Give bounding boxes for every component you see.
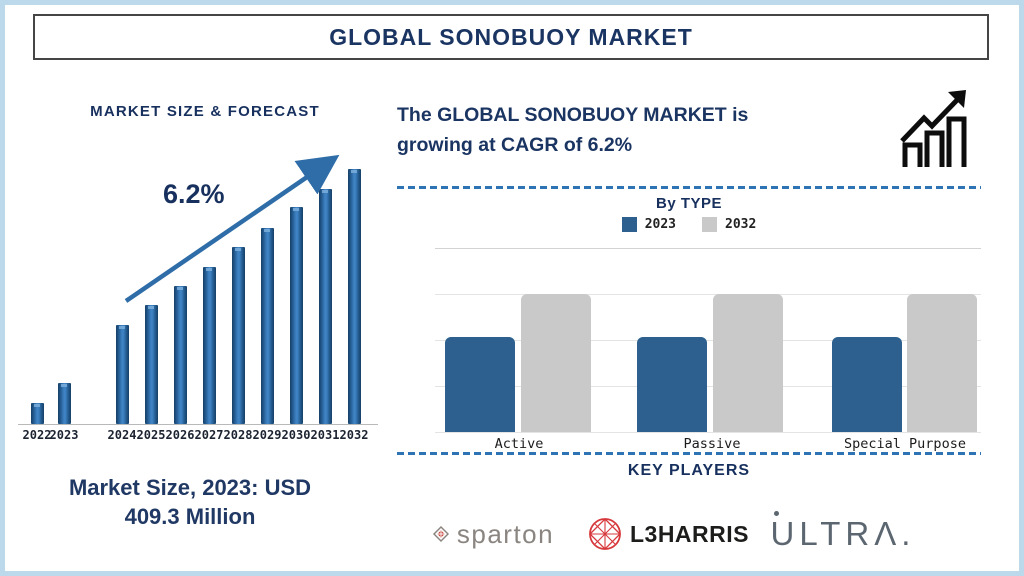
market-size-note: Market Size, 2023: USD 409.3 Million [30,473,350,531]
divider-top [397,186,981,189]
sparton-logo-text: sparton [456,518,555,549]
forecast-tick-2031: 2031 [310,428,340,442]
forecast-tick-2026: 2026 [165,428,195,442]
forecast-bar-2022 [30,403,44,424]
bytype-legend: 2023 2032 [397,217,981,232]
divider-bottom [397,452,981,455]
forecast-bar-2032 [347,169,361,424]
bytype-bar-2032-passive [713,294,783,432]
forecast-tick-2032: 2032 [339,428,369,442]
forecast-tick-2022: 2022 [22,428,52,442]
l3harris-logo-text: L3HARRIS [629,520,749,547]
bytype-bar-2023-active [445,337,515,432]
bytype-gridline [435,340,981,341]
bytype-bar-2023-special-purpose [832,337,902,432]
forecast-bar-2026 [173,286,187,424]
legend-label-2032: 2032 [725,217,757,232]
forecast-bar-2023 [57,383,71,424]
bytype-gridline [435,294,981,295]
forecast-tick-2030: 2030 [281,428,311,442]
bytype-gridline [435,386,981,387]
forecast-bar-2029 [260,228,274,424]
forecast-tick-2029: 2029 [252,428,282,442]
bytype-category-label: Special Purpose [844,436,966,452]
market-size-line1: Market Size, 2023: USD [68,475,312,500]
forecast-chart-title: MARKET SIZE & FORECAST [90,103,320,120]
bytype-gridline [435,432,981,433]
forecast-bar-2031 [318,189,332,424]
forecast-bar-2024 [115,325,129,424]
forecast-tick-2025: 2025 [136,428,166,442]
key-players-title: KEY PLAYERS [627,462,751,479]
bytype-category-label: Passive [683,436,741,452]
legend-swatch-2032 [702,217,717,232]
bytype-category-label: Active [494,436,544,452]
legend-label-2023: 2023 [644,217,676,232]
forecast-bar-2028 [231,247,245,424]
forecast-tick-2028: 2028 [223,428,253,442]
forecast-bar-2030 [289,207,303,424]
bytype-bar-2032-special-purpose [907,294,977,432]
bar-chart-growth-icon [900,90,967,167]
bytype-chart-title: By TYPE [655,195,723,212]
forecast-tick-2024: 2024 [107,428,137,442]
forecast-bar-2027 [202,267,216,424]
cagr-annotation: 6.2% [163,179,225,209]
l3harris-globe-icon [589,518,621,550]
key-player-l3harris: L3HARRIS [578,510,758,558]
forecast-tick-2023: 2023 [49,428,79,442]
headline-line2: growing at CAGR of 6.2% [397,134,633,156]
headline: The GLOBAL SONOBUOY MARKET is growing at… [397,100,877,160]
title-bar: GLOBAL SONOBUOY MARKET [33,14,989,60]
key-player-ultra: ULTRΛ. [753,510,933,558]
headline-line1: The GLOBAL SONOBUOY MARKET is [397,104,749,126]
forecast-tick-2027: 2027 [194,428,224,442]
forecast-bar-2025 [144,305,158,424]
legend-swatch-2023 [621,217,637,232]
market-size-line2: 409.3 Million [124,504,256,529]
bytype-bar-2023-passive [637,337,707,432]
legend-item-2032: 2032 [702,217,756,232]
key-player-sparton: sparton [403,510,583,558]
bytype-bar-2032-active [521,294,591,432]
bytype-gridline [435,248,981,249]
legend-item-2023: 2023 [621,217,676,232]
sparton-diamond-icon [432,525,449,543]
page-title: GLOBAL SONOBUOY MARKET [329,23,693,50]
forecast-axis-line [18,424,378,425]
ultra-logo-text: ULTRΛ. [770,511,916,552]
